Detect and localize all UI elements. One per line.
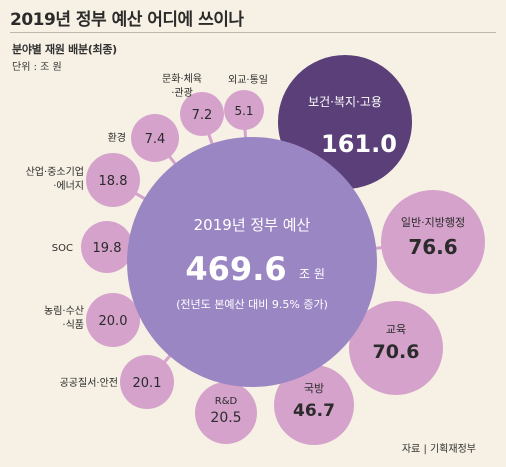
bubble [86,293,140,347]
bubble [349,301,443,395]
bubble-labels: 161.0 보건·복지·고용 76.6 일반·지방행정 70.6 교육 46.7 국방 20.5… [26,73,466,426]
bubble-label: 일반·지방행정 [401,215,465,229]
bubble [131,114,179,162]
center-bubble: 2019년 정부 예산 469.6 조 원 (전년도 본예산 대비 9.5% 증가) [127,137,377,387]
source-note: 자료 | 기획재정부 [401,444,476,455]
bubble-label: 농림·수산 ·식품 [44,305,84,331]
bubble [274,365,354,445]
chart-subtitle: 분야별 재원 배분(최종) [12,43,117,56]
bubble-label: 교육 [386,323,406,336]
bubble-value: 76.6 [408,235,457,259]
bubble-value: 20.1 [133,376,162,391]
bubble-value: 20.0 [99,314,128,329]
bubbles [81,55,485,445]
bubble-label: SOC [52,243,73,254]
bubble-value: 161.0 [321,130,397,158]
bubble-label: 문화·체육 ·관광 [162,73,202,99]
bubble [86,153,140,207]
total-unit: 조 원 [299,267,325,281]
bubble [180,92,224,136]
total-note: (전년도 본예산 대비 9.5% 증가) [176,298,328,311]
bubble-label: 보건·복지·고용 [308,95,382,109]
bubble-label: 공공질서·안전 [60,377,118,389]
bubble-value: 7.4 [145,132,166,147]
bubble [381,190,485,294]
bubble-label: 환경 [108,131,126,144]
bubble-label: R&D [215,396,238,407]
bubble-label: 국방 [304,382,324,395]
total-value: 469.6 [185,250,286,288]
bubble-value: 70.6 [373,341,420,363]
bubble-value: 5.1 [234,104,253,118]
bubble [224,90,264,130]
bubble-value: 19.8 [93,241,122,256]
bubble-label: 외교·통일 [228,74,268,86]
bubble-label: 산업·중소기업 ·에너지 [26,165,84,192]
bubble-value: 7.2 [192,108,213,123]
total-bubble [127,137,377,387]
unit-label: 단위 : 조 원 [12,62,62,73]
chart-title: 2019년 정부 예산 어디에 쓰이나 [10,10,244,30]
bubble [195,382,257,444]
total-label: 2019년 정부 예산 [194,216,311,234]
bubble-value: 20.5 [210,410,241,426]
bubble-value: 46.7 [293,401,335,421]
title-divider [10,32,496,33]
bubble-value: 18.8 [99,174,128,189]
bubble [81,221,133,273]
bubble [120,355,174,409]
